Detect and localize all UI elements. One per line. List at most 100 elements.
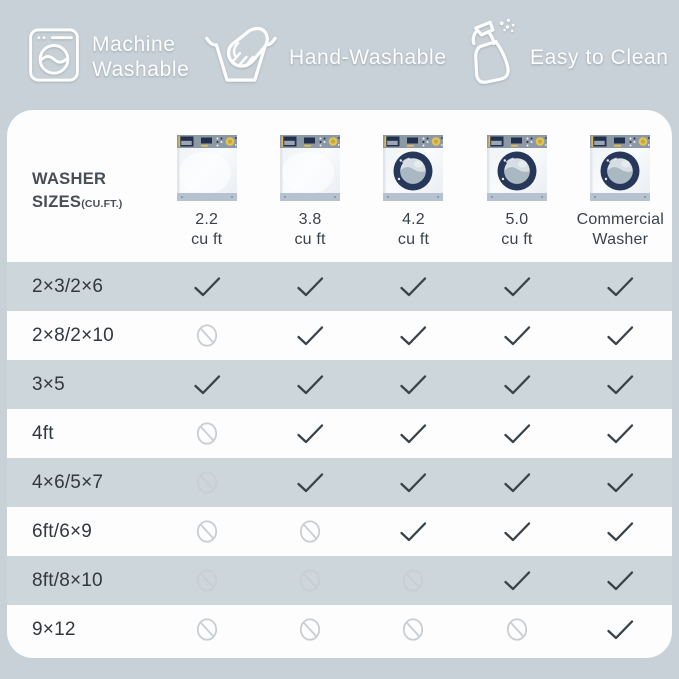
not-allowed-icon (155, 568, 258, 593)
check-icon (362, 274, 465, 300)
table-row: 9×12 (7, 605, 672, 654)
check-glyph (607, 619, 634, 639)
rug-size-label: 4×6/5×7 (32, 471, 104, 493)
compat-table-body: 2×3/2×6 2×8/2×10 3×5 (7, 262, 672, 654)
not-allowed-icon (362, 617, 465, 642)
check-icon (258, 323, 361, 349)
washer-size-label: 4.2 cu ft (398, 210, 429, 249)
spray-bottle-icon (468, 16, 518, 101)
check-icon (569, 421, 672, 447)
feature-easy-to-clean: Easy to Clean (468, 16, 669, 101)
washer-size-line1: 4.2 (402, 211, 425, 228)
not-allowed-icon (155, 421, 258, 446)
check-glyph (504, 325, 531, 345)
prohibited-glyph (506, 618, 527, 641)
washer-column: 2.2 cu ft (155, 110, 258, 262)
hand-wash-icon (203, 24, 277, 93)
check-glyph (297, 423, 324, 443)
not-allowed-icon (465, 617, 568, 642)
prohibited-glyph (196, 569, 217, 592)
check-glyph (607, 374, 634, 394)
check-icon (465, 274, 568, 300)
check-glyph (504, 472, 531, 492)
washer-size-line1: 3.8 (298, 211, 322, 228)
check-icon (465, 372, 568, 398)
washer-size-line2: Washer (592, 230, 649, 248)
check-glyph (504, 521, 531, 541)
check-icon (362, 372, 465, 398)
check-icon (258, 274, 361, 300)
washer-size-line1: 5.0 (505, 211, 529, 228)
not-allowed-icon (258, 568, 361, 593)
check-icon (569, 470, 672, 496)
washer-illustration (484, 127, 550, 205)
not-allowed-icon (155, 617, 258, 642)
feature-label: Easy to Clean (530, 46, 669, 70)
prohibited-glyph (403, 618, 424, 641)
check-glyph (504, 423, 531, 443)
not-allowed-icon (362, 568, 465, 593)
washer-size-line2: cu ft (294, 230, 326, 248)
check-icon (362, 470, 465, 496)
check-icon (465, 470, 568, 496)
washer-size-line2: cu ft (397, 230, 430, 248)
check-icon (465, 421, 568, 447)
rug-size-label: 8ft/8×10 (32, 569, 103, 591)
feature-machine-washable: Machine Washable (28, 26, 189, 89)
table-row: 4×6/5×7 (7, 458, 672, 507)
rug-size-label: 6ft/6×9 (32, 520, 93, 542)
check-icon (362, 421, 465, 447)
rug-size-label: 3×5 (32, 373, 65, 395)
not-allowed-icon (258, 617, 361, 642)
washer-illustration (380, 127, 446, 205)
washer-illustration (587, 127, 653, 205)
washer-column: 4.2 cu ft (362, 110, 465, 262)
check-glyph (297, 374, 324, 394)
check-icon (465, 568, 568, 594)
check-glyph (297, 472, 324, 492)
check-glyph (504, 570, 531, 590)
check-icon (465, 519, 568, 545)
corner-suffix: (CU.FT.) (81, 198, 123, 211)
not-allowed-icon (155, 470, 258, 495)
table-row: 3×5 (7, 360, 672, 409)
washer-size-label: 2.2 cu ft (191, 210, 222, 249)
check-glyph (400, 374, 427, 394)
prohibited-glyph (403, 569, 424, 592)
rug-size-label: 4ft (32, 422, 54, 444)
table-row: 4ft (7, 409, 672, 458)
check-glyph (400, 423, 427, 443)
corner-line2: SIZES (32, 193, 82, 212)
washer-size-label: 5.0 cu ft (501, 210, 532, 249)
check-icon (155, 372, 258, 398)
check-glyph (400, 276, 427, 296)
check-glyph (194, 374, 220, 394)
not-allowed-icon (155, 519, 258, 544)
check-glyph (400, 472, 427, 492)
check-icon (569, 617, 672, 643)
feature-label: Machine Washable (92, 33, 189, 83)
prohibited-glyph (196, 422, 217, 445)
check-glyph (607, 423, 634, 443)
check-glyph (607, 325, 634, 345)
check-icon (362, 323, 465, 349)
washer-compatibility-card: WASHER SIZES(CU.FT.) 2.2 cu ft (7, 110, 672, 658)
feature-label-line1: Machine (92, 32, 176, 56)
rug-size-label: 9×12 (32, 618, 76, 640)
check-icon (258, 372, 361, 398)
washing-machine-icon (28, 26, 80, 89)
check-glyph (607, 570, 634, 590)
washer-columns: WASHER SIZES(CU.FT.) 2.2 cu ft (7, 110, 672, 262)
washer-size-line2: cu ft (191, 230, 223, 248)
rug-size-label: 2×3/2×6 (32, 275, 104, 297)
check-glyph (194, 276, 220, 296)
table-row: 6ft/6×9 (7, 507, 672, 556)
prohibited-glyph (196, 520, 217, 543)
feature-label: Hand-Washable (289, 46, 447, 70)
check-icon (258, 470, 361, 496)
table-corner-title: WASHER SIZES(CU.FT.) (7, 110, 155, 262)
prohibited-glyph (196, 324, 217, 347)
check-glyph (607, 276, 634, 296)
top-load-washer-illustration (280, 135, 341, 201)
washer-column: 5.0 cu ft (465, 110, 568, 262)
